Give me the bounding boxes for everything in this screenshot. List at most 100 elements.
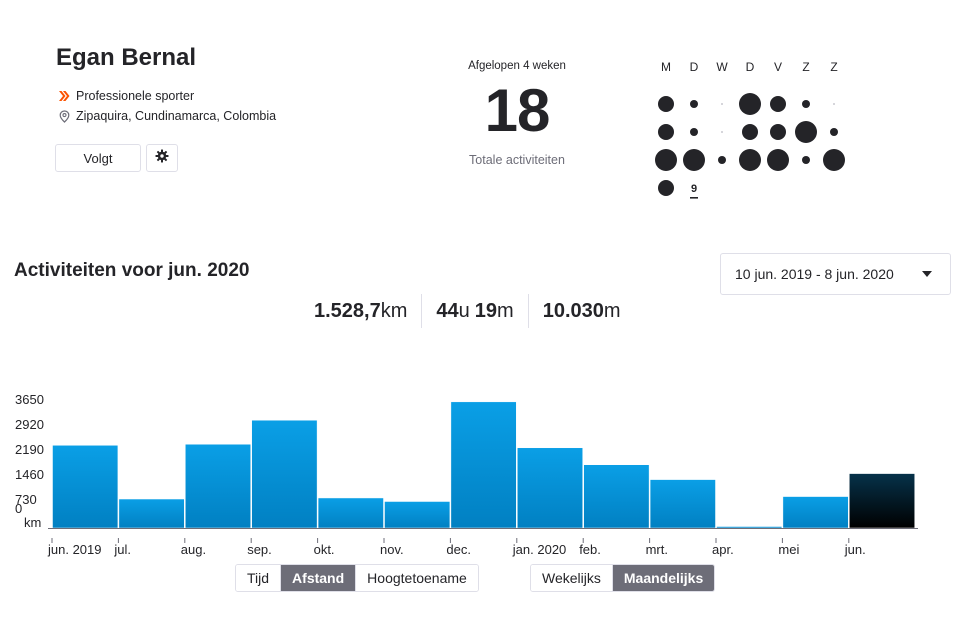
athlete-location-row: Zipaquira, Cundinamarca, Colombia (56, 109, 276, 123)
y-tick-label: 2920 (15, 417, 44, 432)
calendar-activity-dot (658, 96, 674, 112)
caret-down-icon (922, 271, 932, 277)
athlete-role: Professionele sporter (76, 89, 195, 103)
x-tick-label: jun. (844, 542, 866, 557)
chart-title: Activiteiten voor jun. 2020 (14, 260, 250, 281)
calendar-activity-dot (767, 149, 789, 171)
metric-toggle: Tijd Afstand Hoogtetoename (235, 564, 479, 592)
date-range-value: 10 jun. 2019 - 8 jun. 2020 (735, 266, 894, 282)
total-time-minutes-unit: m (497, 299, 514, 322)
total-time-hours: 44 (436, 299, 459, 322)
x-tick-label: jun. 2019 (47, 542, 102, 557)
y-tick-label: 2190 (15, 442, 44, 457)
recent-activity-caption: Totale activiteiten (469, 153, 565, 167)
follow-button[interactable]: Volgt (55, 144, 141, 172)
calendar-activity-dot (770, 124, 786, 140)
chart-bar[interactable] (583, 464, 650, 529)
chart-bar[interactable] (118, 498, 185, 529)
strava-chevrons-icon (56, 90, 72, 102)
y-tick-label: 3650 (15, 392, 44, 407)
calendar-activity-dot (690, 128, 698, 136)
calendar-activity-dot (721, 103, 723, 105)
calendar-activity-dot (833, 103, 835, 105)
calendar-activity-dot (795, 121, 817, 143)
calendar-day-header: Z (830, 60, 837, 74)
settings-button[interactable] (146, 144, 178, 172)
calendar-activity-dot (655, 149, 677, 171)
calendar-activity-dot (823, 149, 845, 171)
x-tick-label: jul. (113, 542, 131, 557)
recent-weeks-label: Afgelopen 4 weken (468, 60, 566, 72)
calendar-activity-dot (770, 96, 786, 112)
date-range-select[interactable]: 10 jun. 2019 - 8 jun. 2020 (720, 253, 951, 295)
chart-bar[interactable] (52, 445, 119, 529)
calendar-activity-dot (718, 156, 726, 164)
total-distance-unit: km (380, 299, 408, 322)
toggle-weekly[interactable]: Wekelijks (531, 565, 612, 591)
gear-icon (155, 149, 169, 168)
y-tick-label: 0 (15, 501, 22, 516)
chart-bar[interactable] (384, 501, 451, 529)
chart-bar[interactable] (317, 497, 384, 529)
chart-bar[interactable] (716, 526, 783, 529)
calendar-activity-dot (721, 131, 723, 133)
calendar-activity-dot (802, 156, 810, 164)
calendar-activity-dot (802, 100, 810, 108)
calendar-activity-dot (690, 100, 698, 108)
chart-bar[interactable] (251, 419, 318, 529)
y-tick-label: 730 (15, 492, 37, 507)
y-unit-label: km (24, 515, 41, 530)
calendar-activity-dot (739, 149, 761, 171)
calendar-day-header: V (774, 60, 782, 74)
total-distance-value: 1.528,7 (314, 299, 381, 322)
chart-bar-selected[interactable] (849, 473, 915, 529)
calendar-today-underline (690, 197, 698, 199)
toggle-elevation[interactable]: Hoogtetoename (355, 565, 478, 591)
total-elevation-unit: m (603, 299, 621, 322)
calendar-day-header: W (716, 60, 728, 74)
athlete-role-row: Professionele sporter (56, 89, 194, 103)
chart-bar[interactable] (517, 447, 583, 529)
calendar-activity-dot (830, 128, 838, 136)
calendar-today-label: 9 (691, 183, 697, 195)
x-tick-label: aug. (181, 542, 206, 557)
calendar-day-header: D (746, 60, 755, 74)
x-tick-label: apr. (712, 542, 734, 557)
x-tick-label: jan. 2020 (512, 542, 567, 557)
calendar-day-header: Z (802, 60, 809, 74)
total-elevation: 10.030 m (527, 294, 635, 328)
x-tick-label: nov. (380, 542, 404, 557)
calendar-day-header: M (661, 60, 671, 74)
chart-bar[interactable] (649, 479, 716, 529)
x-tick-label: sep. (247, 542, 272, 557)
toggle-monthly[interactable]: Maandelijks (611, 565, 715, 591)
period-toggle: Wekelijks Maandelijks (530, 564, 716, 592)
calendar-activity-dot (683, 149, 705, 171)
toggle-time[interactable]: Tijd (236, 565, 281, 591)
athlete-name: Egan Bernal (56, 44, 197, 71)
location-pin-icon (56, 109, 72, 123)
chart-bar[interactable] (450, 401, 517, 529)
total-time: 44 u 19 m (421, 294, 527, 328)
x-tick-label: okt. (314, 542, 335, 557)
calendar-activity-dot (742, 124, 758, 140)
total-time-minutes: 19 (474, 299, 498, 322)
toggle-distance[interactable]: Afstand (280, 565, 356, 591)
total-distance: 1.528,7 km (300, 294, 421, 328)
calendar-activity-dot (658, 124, 674, 140)
x-tick-label: mrt. (646, 542, 668, 557)
chart-bar[interactable] (782, 496, 849, 529)
calendar-day-header: D (690, 60, 699, 74)
total-elevation-value: 10.030 (542, 299, 604, 322)
chart-bar[interactable] (185, 443, 251, 529)
athlete-location: Zipaquira, Cundinamarca, Colombia (76, 109, 277, 123)
activity-calendar: M D W D V Z Z 9 (655, 60, 845, 199)
totals-bar: 1.528,7 km 44 u 19 m 10.030 m (300, 294, 635, 328)
y-tick-label: 1460 (15, 467, 44, 482)
calendar-activity-dot (739, 93, 761, 115)
calendar-activity-dot (658, 180, 674, 196)
x-tick-label: feb. (579, 542, 601, 557)
x-tick-label: mei (778, 542, 799, 557)
recent-activity-count: 18 (484, 77, 551, 144)
